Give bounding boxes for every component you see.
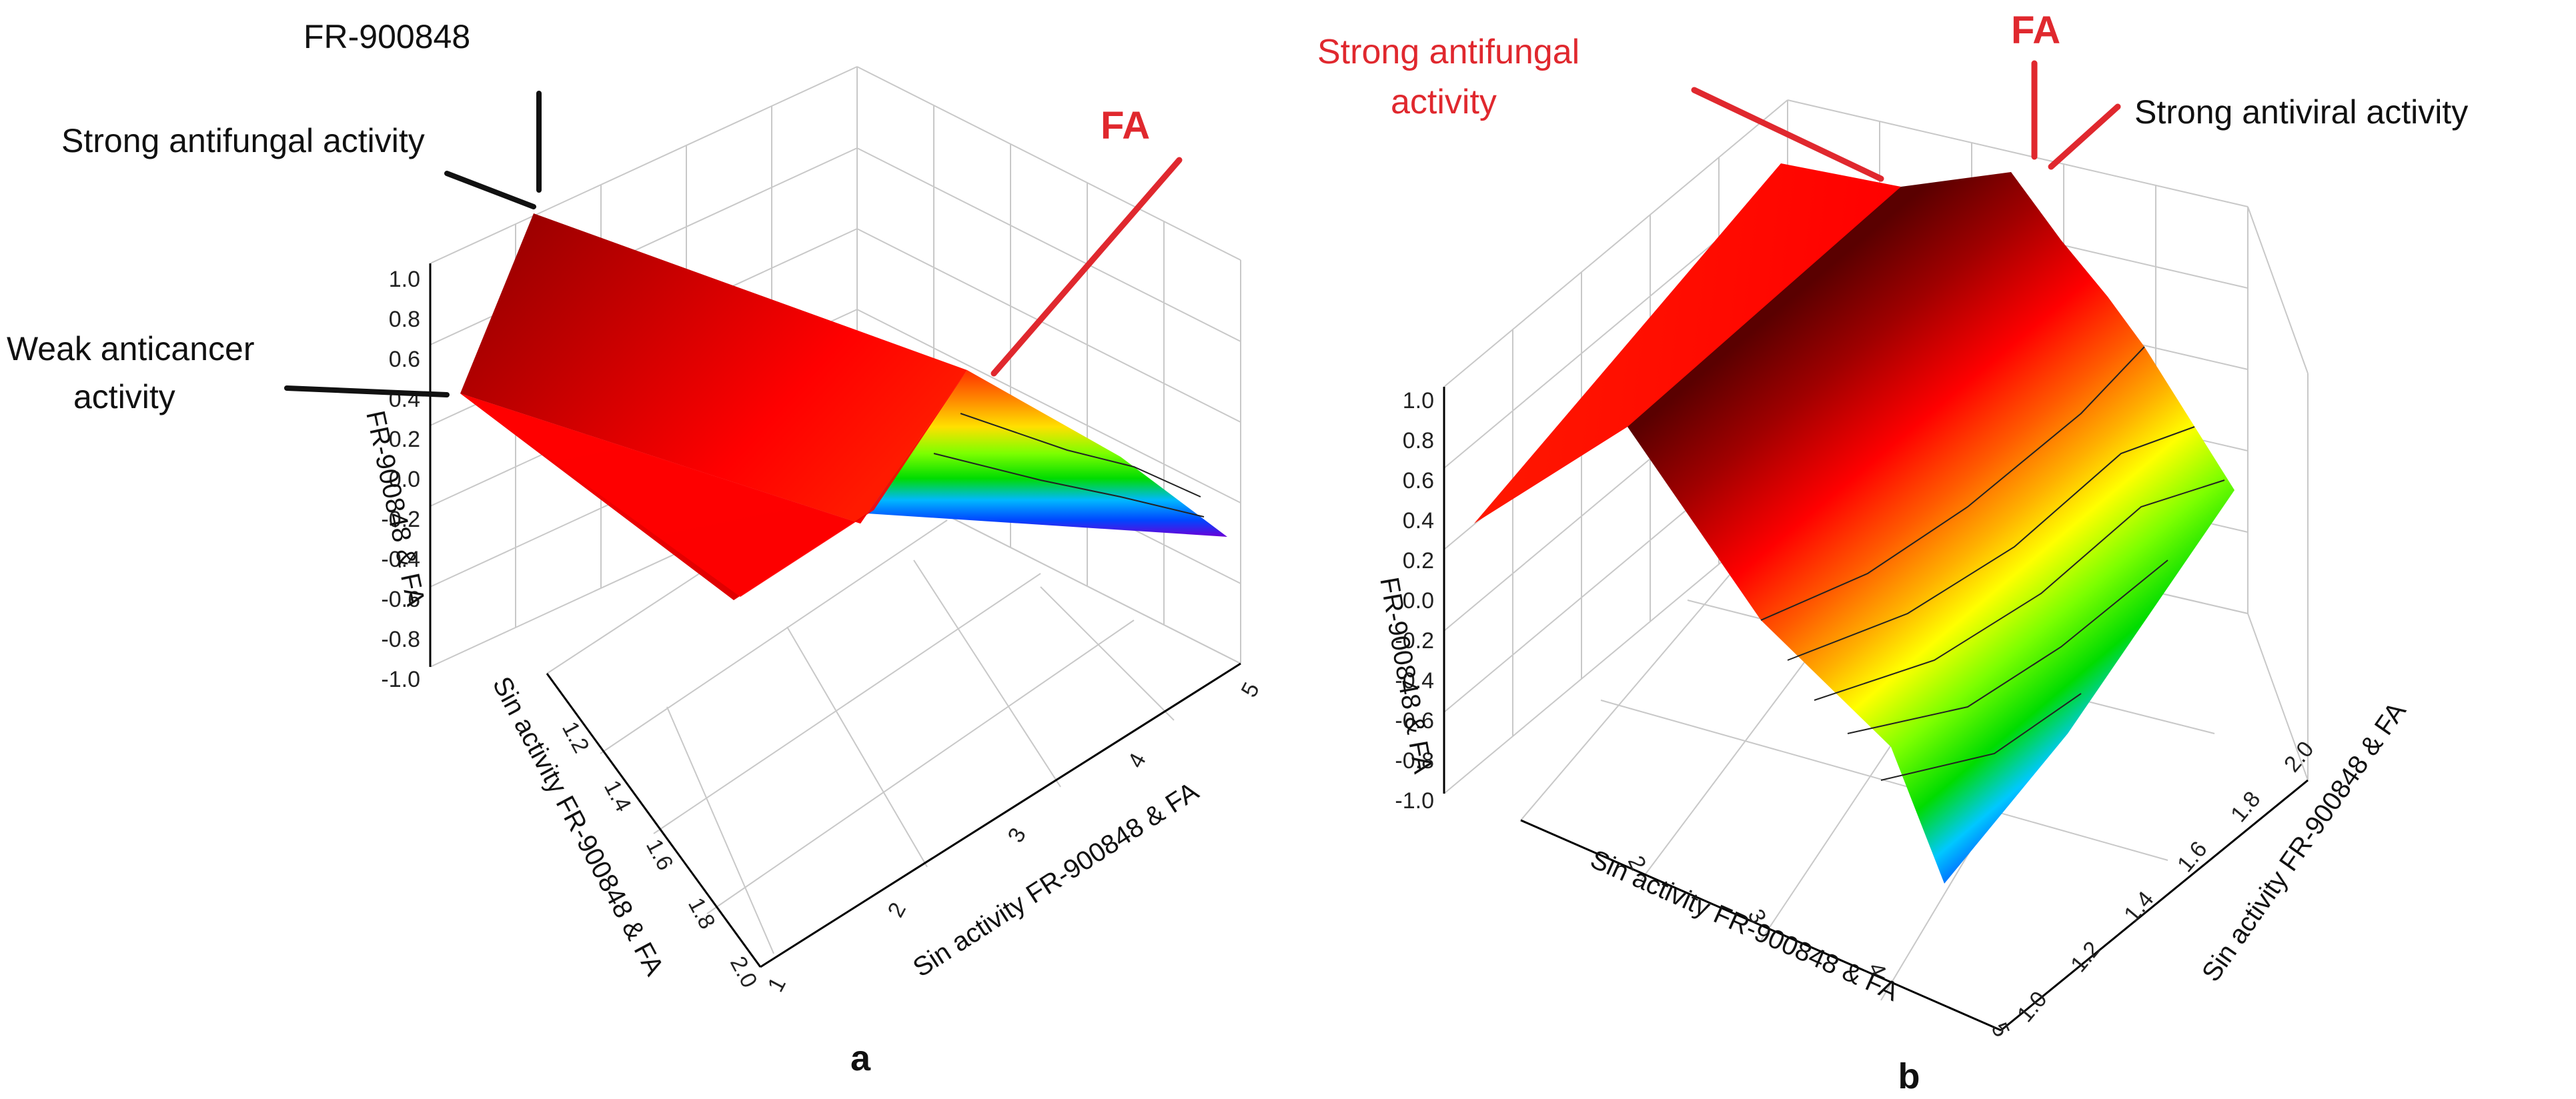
- panel-a-surface-upper-face: [460, 213, 967, 523]
- panel-b-y-tick: 1.8: [2226, 787, 2265, 828]
- panel-b-surface-main-face: [1628, 172, 2234, 884]
- panel-a-y-tick: 1.4: [599, 776, 636, 816]
- panel-b-y-tick: 1.6: [2172, 837, 2212, 878]
- panel-a-x-axis-label: Sin activity FR-900848 & FA: [908, 776, 1204, 983]
- panel-b-z-tick: 0.4: [1403, 508, 1434, 533]
- panel-b-x-axis-label: Sin activity FR-900848 & FA: [1586, 844, 1903, 1007]
- panel-a-y-axis-line: [546, 673, 762, 968]
- panel-a-z-tick: -1.0: [381, 667, 420, 692]
- panel-b-surface: [1474, 163, 2234, 884]
- panel-a-z-tick: -0.8: [381, 627, 420, 652]
- panel-a-x-tick: 2: [883, 898, 911, 922]
- panel-b-surface-contour-3: [1814, 479, 2225, 701]
- panel-b-surface-left-face: [1474, 163, 1901, 523]
- panel-a-x-tick: 5: [1237, 678, 1265, 702]
- panel-b-label: b: [1898, 1056, 1920, 1096]
- panel-b-z-tick: -0.4: [1395, 668, 1434, 694]
- panel-a-z-ticks: 1.0 0.8 0.6 0.4 0.2 0.0 -0.2 -0.4 -0.6 -…: [381, 267, 420, 692]
- panel-a-pointer-fa: [991, 157, 1183, 377]
- panel-a-x-axis-line: [760, 662, 1241, 968]
- panel-b-surface-contour-2: [1787, 426, 2195, 661]
- panel-b-annotation-antifungal-1: Strong antifungal: [1317, 33, 1579, 71]
- panel-b-surface-contour-1: [1760, 346, 2145, 621]
- panel-a: 1.0 0.8 0.6 0.4 0.2 0.0 -0.2 -0.4 -0.6 -…: [7, 18, 1265, 1078]
- panel-b-z-tick: 0.0: [1403, 588, 1434, 614]
- panel-b-y-tick: 2.0: [2279, 737, 2319, 778]
- panel-a-z-tick: -0.2: [381, 507, 420, 532]
- panel-b-y-tick: 1.4: [2119, 887, 2158, 928]
- panel-b-z-tick: -0.2: [1395, 628, 1434, 654]
- panel-a-annotation-fa: FA: [1101, 104, 1150, 147]
- panel-a-pointer-antifungal: [444, 171, 536, 209]
- panel-a-x-tick: 1: [763, 973, 791, 996]
- panel-a-y-tick: 1.8: [683, 894, 720, 934]
- panel-a-annotations: FR-900848 Strong antifungal activity Wea…: [7, 18, 1183, 415]
- panel-b-x-tick: 5: [1986, 1019, 2014, 1041]
- panel-a-z-tick: -0.6: [381, 587, 420, 612]
- panel-b-surface-contour-4: [1847, 560, 2168, 734]
- panel-a-surface-front-face: [460, 370, 967, 597]
- panel-a-surface-contour-1: [960, 413, 1201, 497]
- panel-a-z-tick: 1.0: [389, 267, 420, 292]
- panel-a-label: a: [850, 1038, 871, 1078]
- panel-b-annotation-antifungal-2: activity: [1391, 83, 1497, 121]
- panel-b-z-tick: 0.8: [1403, 428, 1434, 453]
- panel-a-annotation-antifungal: Strong antifungal activity: [61, 122, 425, 159]
- panel-a-y-tick: 2.0: [725, 952, 762, 992]
- panel-b: 1.0 0.8 0.6 0.4 0.2 0.0 -0.2 -0.4 -0.6 -…: [1317, 9, 2468, 1096]
- panel-a-z-tick: -0.4: [381, 547, 420, 572]
- panel-b-z-tick: 0.2: [1403, 548, 1434, 574]
- panel-a-z-tick: 0.6: [389, 347, 420, 372]
- panel-b-z-tick: -0.8: [1395, 748, 1434, 774]
- panel-a-annotation-anticancer-1: Weak anticancer: [7, 330, 254, 367]
- panel-b-surface-contour-5: [1880, 693, 2082, 781]
- panel-b-z-tick: -1.0: [1395, 788, 1434, 814]
- panel-b-y-axis-line: [2000, 779, 2309, 1032]
- panel-a-surface-rainbow-face: [867, 370, 1227, 537]
- panel-b-annotations: Strong antifungal activity FA Strong ant…: [1317, 9, 2468, 182]
- panel-a-z-tick: 0.8: [389, 307, 420, 332]
- panel-a-z-tick: 0.0: [389, 467, 420, 492]
- panel-a-y-tick: 1.2: [557, 718, 594, 758]
- panel-b-z-tick: 1.0: [1403, 388, 1434, 413]
- panel-b-pointer-antiviral: [2048, 103, 2121, 170]
- panel-b-y-axis-label: Sin activity FR-900848 & FA: [2196, 697, 2412, 987]
- panel-a-surface-contour-2: [933, 453, 1205, 517]
- panel-a-x-ticks: 1 2 3 4 5: [763, 678, 1265, 996]
- panel-b-z-tick: 0.6: [1403, 468, 1434, 493]
- panel-a-annotation-anticancer-2: activity: [73, 378, 175, 415]
- panel-b-pointer-antifungal: [1691, 87, 1884, 182]
- panel-b-annotation-fa: FA: [2011, 9, 2060, 52]
- panel-a-surface: [460, 213, 1227, 600]
- panel-b-annotation-antiviral: Strong antiviral activity: [2134, 93, 2468, 131]
- panel-a-pointer-anticancer: [284, 385, 450, 397]
- panel-a-x-tick: 3: [1003, 824, 1031, 847]
- panel-b-z-tick: -0.6: [1395, 708, 1434, 734]
- panel-a-z-tick: 0.2: [389, 427, 420, 452]
- panel-b-y-tick: 1.2: [2066, 937, 2105, 978]
- panel-a-y-tick: 1.6: [641, 835, 678, 875]
- panel-a-annotation-fr900848: FR-900848: [303, 18, 470, 55]
- panel-b-z-ticks: 1.0 0.8 0.6 0.4 0.2 0.0 -0.2 -0.4 -0.6 -…: [1395, 388, 1434, 814]
- panel-a-x-tick: 4: [1123, 749, 1151, 772]
- panel-b-x-axis-line: [1520, 819, 2002, 1032]
